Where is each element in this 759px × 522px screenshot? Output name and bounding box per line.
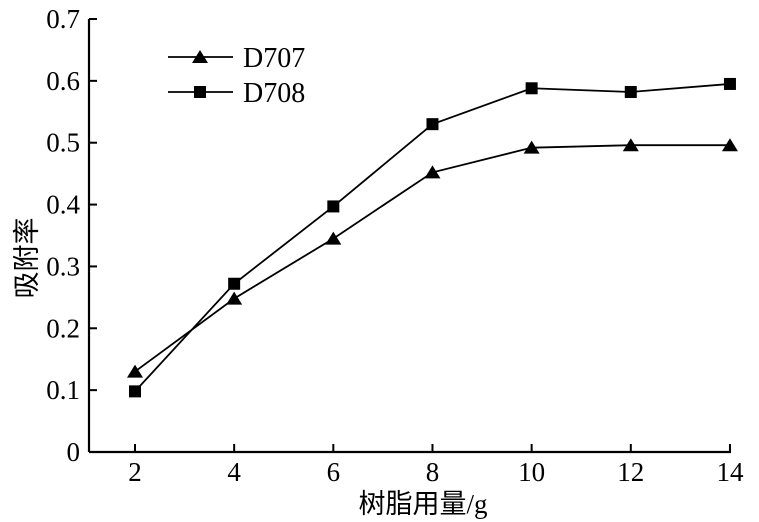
x-tick-label: 10 — [518, 457, 545, 487]
x-tick-label: 14 — [716, 457, 744, 487]
data-point-d708 — [129, 385, 141, 398]
legend-label-d708: D708 — [243, 78, 305, 109]
data-point-d708 — [525, 82, 538, 95]
x-axis-title: 树脂用量/g — [358, 489, 487, 519]
legend-marker-d707-icon — [192, 50, 208, 63]
legend-label-d707: D707 — [243, 43, 305, 74]
y-tick-label: 0.2 — [46, 313, 80, 343]
y-axis-title: 吸附率 — [12, 218, 42, 299]
y-tick-label: 0.6 — [46, 66, 80, 96]
x-tick-label: 4 — [227, 457, 241, 487]
data-point-d707 — [523, 140, 540, 154]
y-tick-label: 0.7 — [46, 4, 80, 34]
data-point-d708 — [624, 85, 637, 98]
data-point-d708 — [327, 200, 340, 213]
data-point-d707 — [325, 231, 342, 245]
x-tick-label: 12 — [617, 457, 644, 487]
data-point-d707 — [226, 291, 243, 305]
data-point-d707 — [127, 364, 143, 378]
x-tick-label: 6 — [327, 457, 341, 487]
y-tick-label: 0.5 — [46, 128, 80, 158]
data-point-d707 — [622, 138, 639, 152]
x-tick-label: 8 — [426, 457, 440, 487]
legend-marker-d708-icon — [194, 86, 206, 98]
data-point-d707 — [721, 138, 738, 152]
y-tick-label: 0.1 — [46, 375, 80, 405]
data-point-d708 — [723, 77, 736, 90]
series-line-d707 — [134, 144, 730, 373]
x-tick-label: 2 — [128, 457, 142, 487]
y-tick-label: 0.3 — [46, 251, 80, 281]
data-point-d708 — [228, 277, 241, 290]
data-point-d707 — [424, 165, 441, 179]
y-tick-label: 0 — [67, 437, 81, 467]
data-point-d708 — [426, 118, 439, 131]
y-tick-label: 0.4 — [46, 190, 80, 220]
